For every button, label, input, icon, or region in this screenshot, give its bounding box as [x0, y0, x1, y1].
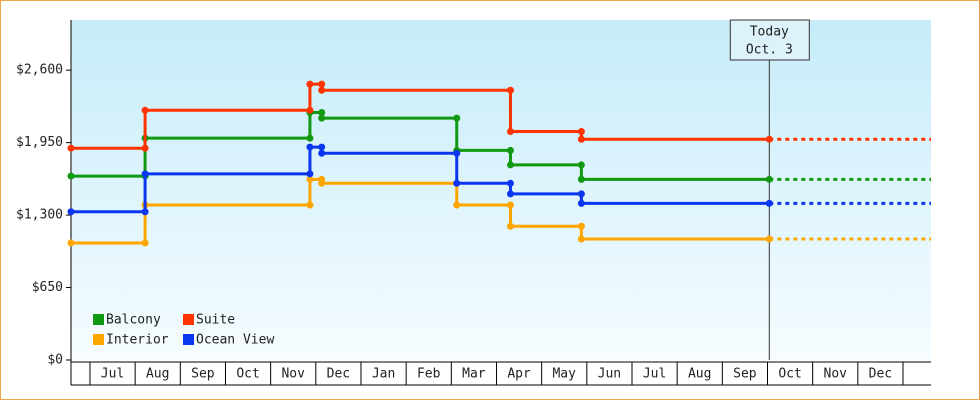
point	[141, 106, 149, 114]
point	[306, 201, 314, 209]
point	[453, 201, 461, 209]
point	[765, 135, 773, 143]
x-tick-label: Apr	[507, 367, 531, 382]
point	[577, 199, 585, 207]
x-tick-label: Mar	[462, 367, 486, 382]
point	[67, 172, 75, 180]
today-label: Today	[750, 25, 789, 40]
x-tick-label: Sep	[733, 367, 757, 382]
x-tick-label: Jul	[643, 367, 666, 382]
x-tick-label: Aug	[688, 367, 711, 382]
point	[506, 190, 514, 198]
legend-label: Suite	[196, 313, 235, 328]
point	[306, 170, 314, 178]
legend-swatch	[93, 314, 104, 325]
point	[577, 135, 585, 143]
point	[577, 127, 585, 135]
y-tick-label: $1,300	[16, 208, 63, 223]
point	[318, 109, 326, 117]
x-tick-label: Dec	[327, 367, 350, 382]
point	[577, 175, 585, 183]
point	[765, 235, 773, 243]
point	[506, 201, 514, 209]
point	[577, 190, 585, 198]
x-tick-label: Nov	[281, 367, 305, 382]
point	[453, 149, 461, 157]
point	[318, 80, 326, 88]
point	[67, 208, 75, 216]
x-tick-label: Oct	[778, 367, 801, 382]
today-box	[729, 19, 810, 61]
legend-label: Ocean View	[196, 333, 274, 348]
point	[67, 144, 75, 152]
y-tick-label: $650	[32, 280, 63, 295]
x-tick-label: Aug	[146, 367, 169, 382]
point	[318, 86, 326, 94]
x-tick-label: Jan	[372, 367, 395, 382]
x-tick-label: Jun	[598, 367, 621, 382]
x-tick-label: Dec	[869, 367, 892, 382]
point	[141, 144, 149, 152]
plot-area	[71, 20, 931, 360]
point	[506, 161, 514, 169]
legend-swatch	[183, 314, 194, 325]
point	[67, 239, 75, 247]
point	[141, 239, 149, 247]
series-line	[71, 111, 770, 181]
x-tick-label: Nov	[824, 367, 848, 382]
x-tick-label: Oct	[236, 367, 259, 382]
y-tick-label: $0	[47, 353, 63, 368]
legend-label: Balcony	[106, 313, 161, 328]
point	[318, 114, 326, 122]
point	[506, 146, 514, 154]
point	[453, 179, 461, 187]
point	[577, 161, 585, 169]
point	[577, 235, 585, 243]
x-tick-label: Jul	[101, 367, 124, 382]
point	[765, 199, 773, 207]
point	[318, 149, 326, 157]
point	[506, 179, 514, 187]
point	[765, 175, 773, 183]
y-tick-label: $2,600	[16, 63, 63, 78]
point	[506, 127, 514, 135]
today-label: Oct. 3	[746, 43, 793, 58]
point	[306, 134, 314, 142]
y-tick-label: $1,950	[16, 135, 63, 150]
x-tick-label: May	[552, 367, 576, 382]
point	[318, 179, 326, 187]
legend-swatch	[183, 334, 194, 345]
point	[453, 114, 461, 122]
point	[577, 222, 585, 230]
point	[306, 106, 314, 114]
point	[141, 170, 149, 178]
x-tick-label: Sep	[191, 367, 215, 382]
point	[306, 175, 314, 183]
series-line	[71, 177, 770, 245]
point	[141, 208, 149, 216]
legend-swatch	[93, 334, 104, 345]
point	[506, 222, 514, 230]
point	[306, 80, 314, 88]
x-tick-label: Feb	[417, 367, 441, 382]
legend-label: Interior	[106, 333, 169, 348]
series-line	[71, 145, 770, 214]
point	[306, 143, 314, 151]
point	[506, 86, 514, 94]
point	[318, 143, 326, 151]
